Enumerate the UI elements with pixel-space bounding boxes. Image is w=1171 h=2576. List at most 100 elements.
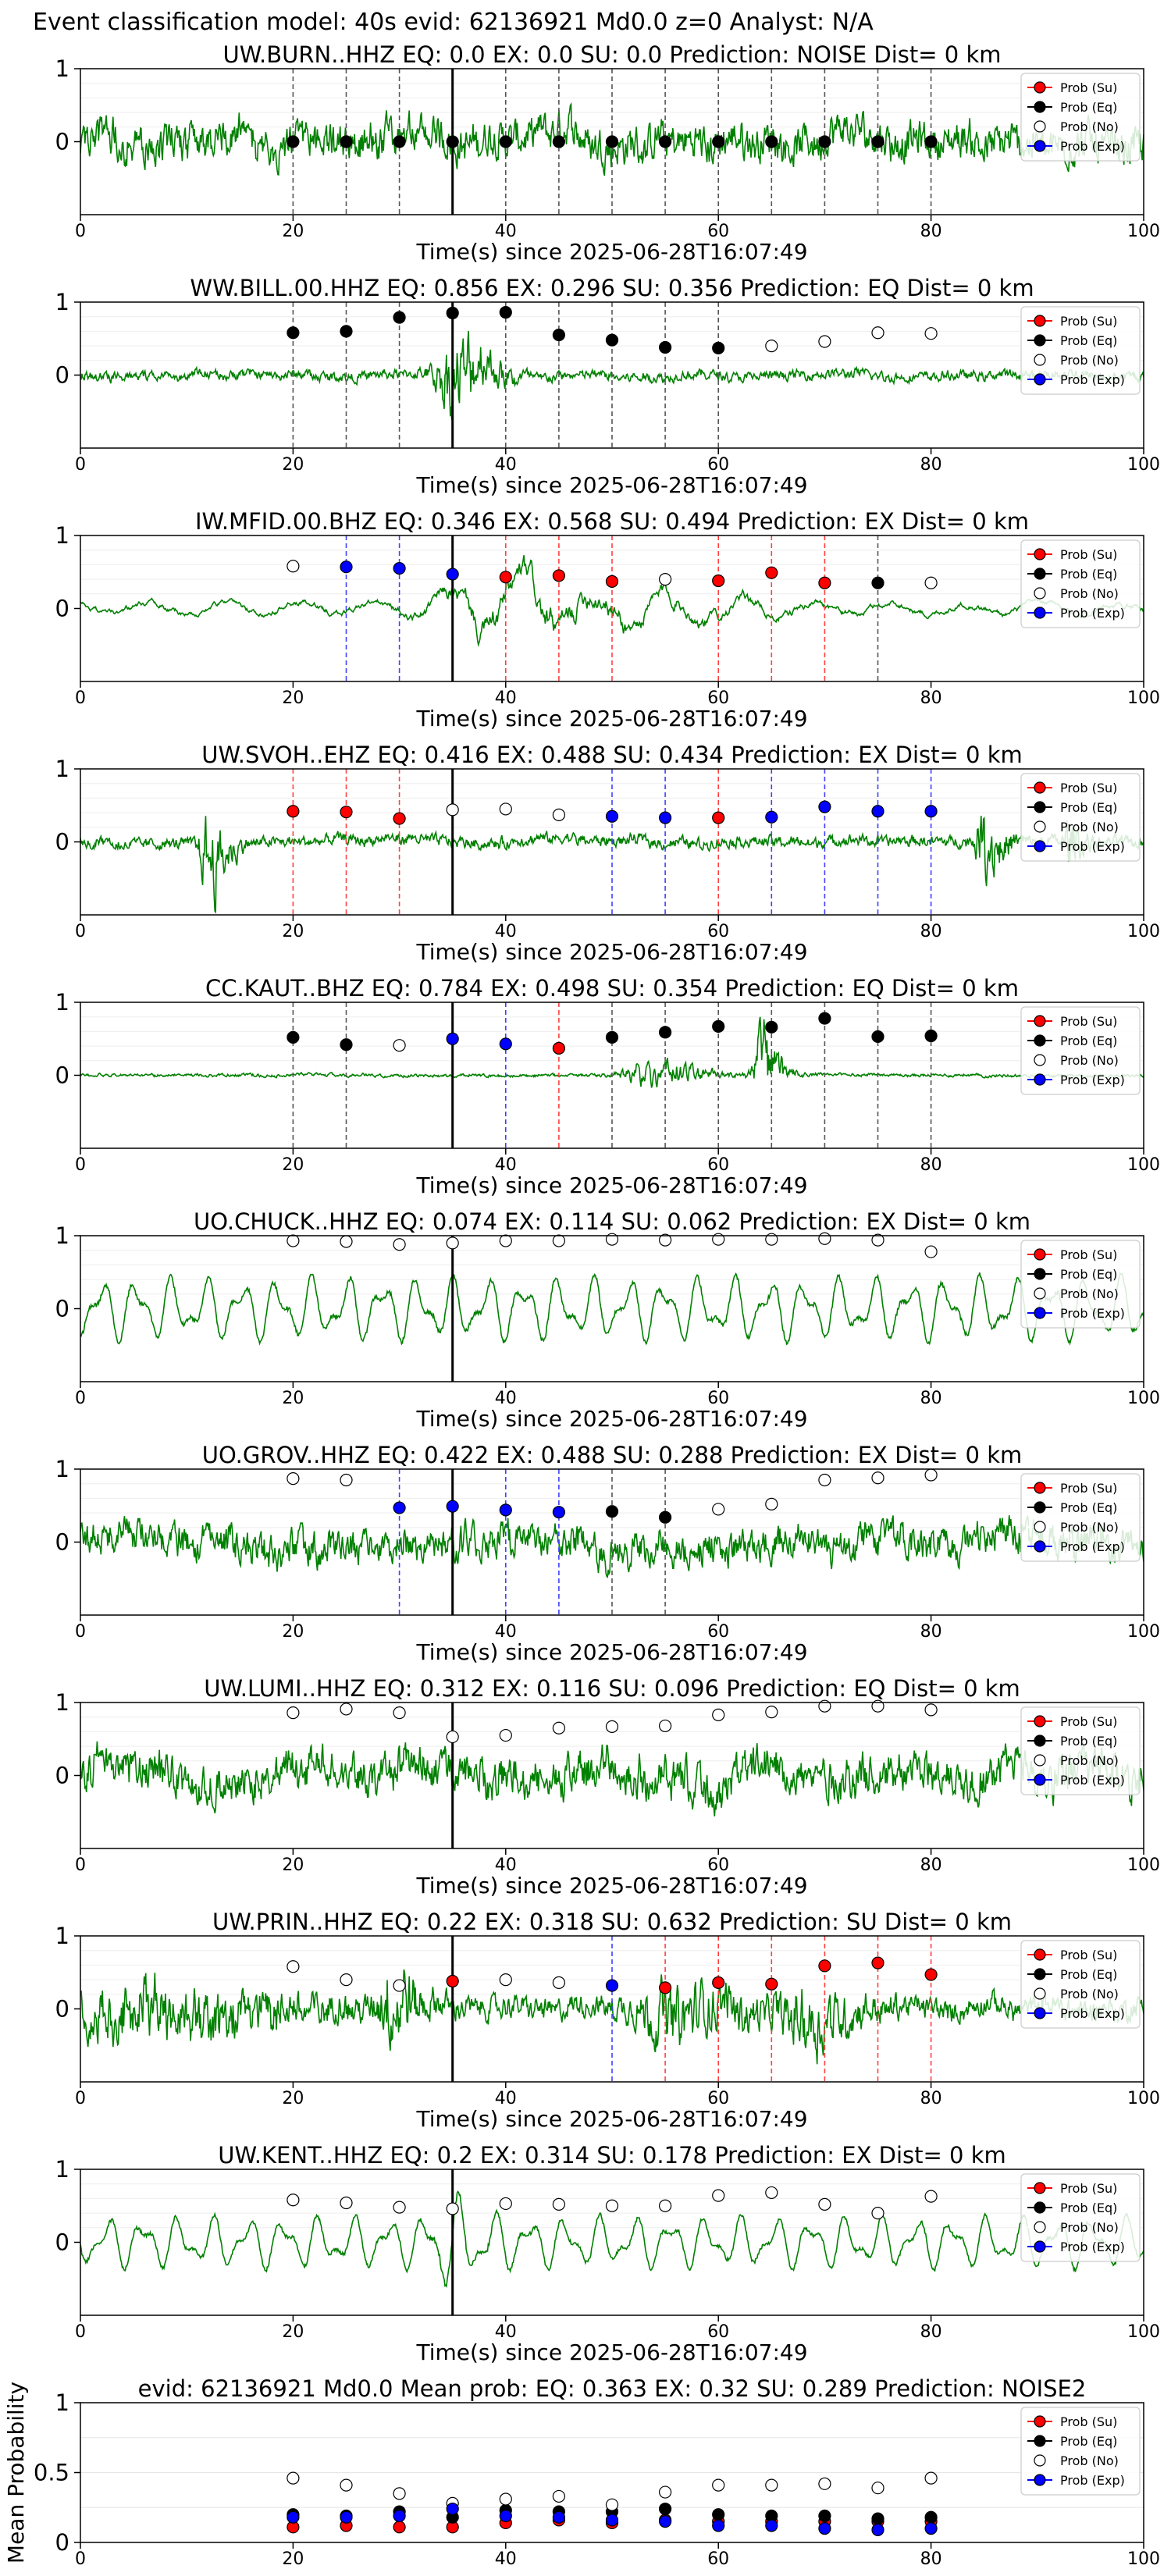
prob-marker [658,1981,672,1994]
legend-box [1020,1006,1141,1095]
mean-prob-point [499,2492,512,2506]
legend-marker [1034,2454,1046,2467]
legend-box [1020,1240,1141,1329]
x-tick-label: 100 [1127,455,1160,475]
panel-4: CC.KAUT..BHZ EQ: 0.784 EX: 0.498 SU: 0.3… [55,975,1160,1198]
prob-marker [340,1973,353,1987]
prob-marker [287,805,300,818]
legend-label: Prob (Su) [1060,1948,1117,1962]
panel-title: UW.BURN..HHZ EQ: 0.0 EX: 0.0 SU: 0.0 Pre… [222,41,1001,68]
x-tick-label: 60 [707,1856,729,1875]
axes-frame [80,1235,1144,1382]
legend-marker [1034,820,1046,833]
prob-marker [393,1238,406,1251]
y-tick-label: 0 [55,1996,69,2023]
legend: Prob (Su) Prob (Eq) Prob (No) Prob (Exp) [1020,73,1141,162]
legend-marker [1034,607,1046,619]
prob-marker [924,1029,938,1043]
prob-marker [446,568,459,581]
prob-marker [924,1968,938,1981]
legend: Prob (Su) Prob (Eq) Prob (No) Prob (Exp) [1020,2407,1141,2496]
prob-marker [499,802,512,816]
legend-marker [1034,2007,1046,2019]
legend-marker [1034,801,1046,813]
mean-prob-point [765,2519,778,2532]
prob-marker [712,341,725,355]
prob-marker [552,1506,566,1519]
prob-marker [658,1719,672,1733]
legend-marker [1034,2415,1046,2428]
x-tick-label: 100 [1127,222,1160,241]
x-tick-label: 60 [707,688,729,708]
legend-marker [1034,2201,1046,2214]
legend-marker [1034,315,1046,327]
prob-marker [765,1233,778,1246]
prob-marker [446,1974,459,1988]
legend-label: Prob (No) [1060,820,1119,834]
legend-marker [1034,2435,1046,2447]
x-axis-label: Time(s) since 2025-06-28T16:07:49 [415,2339,807,2365]
x-tick-label: 60 [707,1155,729,1175]
prob-marker [712,1976,725,1989]
prob-marker [393,1979,406,1992]
prob-marker [340,1235,353,1248]
x-axis-label: Time(s) since 2025-06-28T16:07:49 [415,239,807,265]
prob-marker [605,333,619,347]
x-tick-label: 20 [282,455,304,475]
prob-marker [393,561,406,575]
legend-label: Prob (Eq) [1060,1034,1117,1048]
mean-prob-point [393,2487,406,2500]
x-tick-label: 100 [1127,2549,1160,2569]
legend-box [1020,539,1141,628]
legend-marker [1034,1948,1046,1961]
y-tick-label: 0 [55,1296,69,1322]
prob-marker [712,2189,725,2202]
waveform-trace [80,555,1144,648]
prob-marker [871,805,884,818]
legend-label: Prob (Eq) [1060,333,1117,348]
panel-title: UO.GROV..HHZ EQ: 0.422 EX: 0.488 SU: 0.2… [202,1442,1023,1468]
legend-marker [1034,548,1046,560]
legend-label: Prob (Su) [1060,1247,1117,1262]
mean-prob-point [765,2478,778,2492]
prob-marker [605,1720,619,1733]
legend-label: Prob (No) [1060,1520,1119,1535]
prob-marker [765,135,778,148]
x-tick-label: 40 [495,1856,517,1875]
legend: Prob (Su) Prob (Eq) Prob (No) Prob (Exp) [1020,1240,1141,1329]
legend-label: Prob (Su) [1060,1014,1117,1029]
legend-marker [1034,1968,1046,1980]
prob-marker [605,2199,619,2212]
y-tick-label: 1 [55,2156,69,2183]
x-tick-label: 60 [707,922,729,941]
prob-marker [340,1473,353,1487]
legend-marker [1034,1248,1046,1261]
panel-8: UW.PRIN..HHZ EQ: 0.22 EX: 0.318 SU: 0.63… [55,1909,1160,2132]
panel-title: UW.KENT..HHZ EQ: 0.2 EX: 0.314 SU: 0.178… [218,2142,1006,2169]
x-tick-label: 60 [707,455,729,475]
y-tick-label: 1 [55,989,69,1016]
legend-label: Prob (Exp) [1060,139,1125,154]
x-tick-label: 80 [920,222,942,241]
x-axis-label: Time(s) since 2025-06-28T16:07:49 [415,2106,807,2132]
mean-prob-point [552,2489,566,2503]
x-tick-label: 0 [75,688,86,708]
prob-marker [658,811,672,824]
prob-marker [446,1032,459,1045]
x-tick-label: 40 [495,1155,517,1175]
y-tick-label: 0.5 [34,2460,69,2486]
prob-marker [765,566,778,579]
legend-label: Prob (Eq) [1060,1500,1117,1515]
x-tick-label: 0 [75,455,86,475]
legend-label: Prob (No) [1060,586,1119,601]
panel-title: WW.BILL.00.HHZ EQ: 0.856 EX: 0.296 SU: 0… [190,275,1034,301]
prob-marker [765,810,778,824]
x-tick-label: 80 [920,455,942,475]
prob-marker [446,803,459,817]
legend-marker [1034,81,1046,94]
prob-marker [871,1956,884,1969]
legend-box [1020,306,1141,395]
prob-marker [818,1012,831,1025]
prob-marker [393,135,406,148]
prob-marker [552,1041,566,1055]
